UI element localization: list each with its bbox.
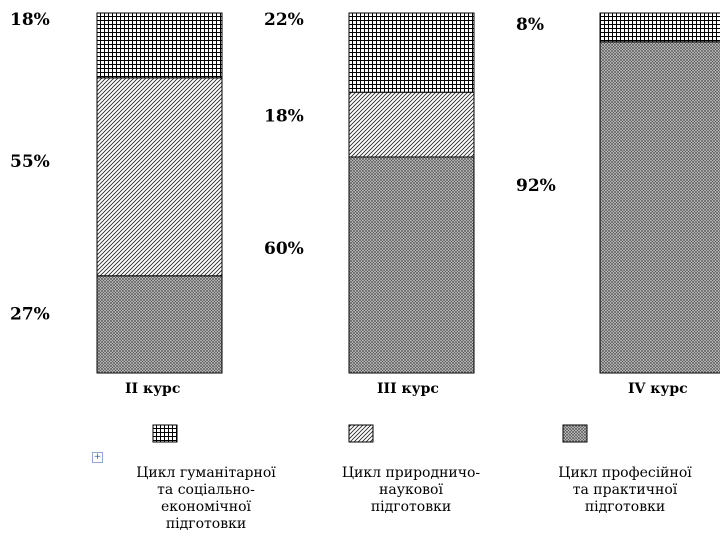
bar-segment — [348, 12, 475, 93]
bar-frame — [348, 12, 475, 374]
legend-label-professional: Цикл професійної та практичної підготовк… — [530, 465, 720, 516]
data-label: 8% — [516, 15, 544, 35]
legend-swatch — [348, 424, 374, 443]
bar-frame — [599, 12, 720, 374]
category-label: IV курс — [628, 381, 688, 397]
bar-segment — [96, 12, 223, 79]
legend-line: та соціально- — [157, 482, 255, 498]
legend-line: підготовки — [165, 516, 247, 532]
legend-line: Цикл професійної — [558, 465, 692, 481]
legend-line: Цикл природничо- — [341, 465, 481, 481]
legend-label-natural-science: Цикл природничо- наукової підготовки — [316, 465, 506, 516]
bar-frame — [96, 12, 223, 374]
legend-line: підготовки — [370, 499, 452, 515]
legend-line: Цикл гуманітарної — [136, 465, 276, 481]
data-label: 18% — [10, 10, 50, 30]
legend-line: підготовки — [584, 499, 666, 515]
bar-segment — [599, 41, 720, 374]
category-label: II курс — [125, 381, 180, 397]
data-label: 27% — [10, 305, 50, 325]
data-label: 55% — [10, 152, 50, 172]
legend-line: економічної — [160, 499, 252, 515]
legend-line: наукової — [379, 482, 443, 498]
data-label: 60% — [264, 239, 304, 259]
legend-swatch — [152, 424, 178, 443]
data-label: 22% — [264, 10, 304, 30]
table-anchor-icon[interactable]: + — [92, 452, 103, 463]
data-label: 18% — [264, 106, 304, 126]
data-label: 92% — [516, 176, 556, 196]
legend-swatch — [562, 424, 588, 443]
bar-segment — [348, 91, 475, 158]
bar-segment — [348, 156, 475, 374]
category-label: III курс — [377, 381, 439, 397]
bar-segment — [599, 12, 720, 43]
legend-label-humanitarian: Цикл гуманітарної та соціально- економіч… — [111, 465, 301, 533]
legend-line: та практичної — [572, 482, 678, 498]
bar-segment — [96, 77, 223, 277]
bar-segment — [96, 275, 223, 374]
